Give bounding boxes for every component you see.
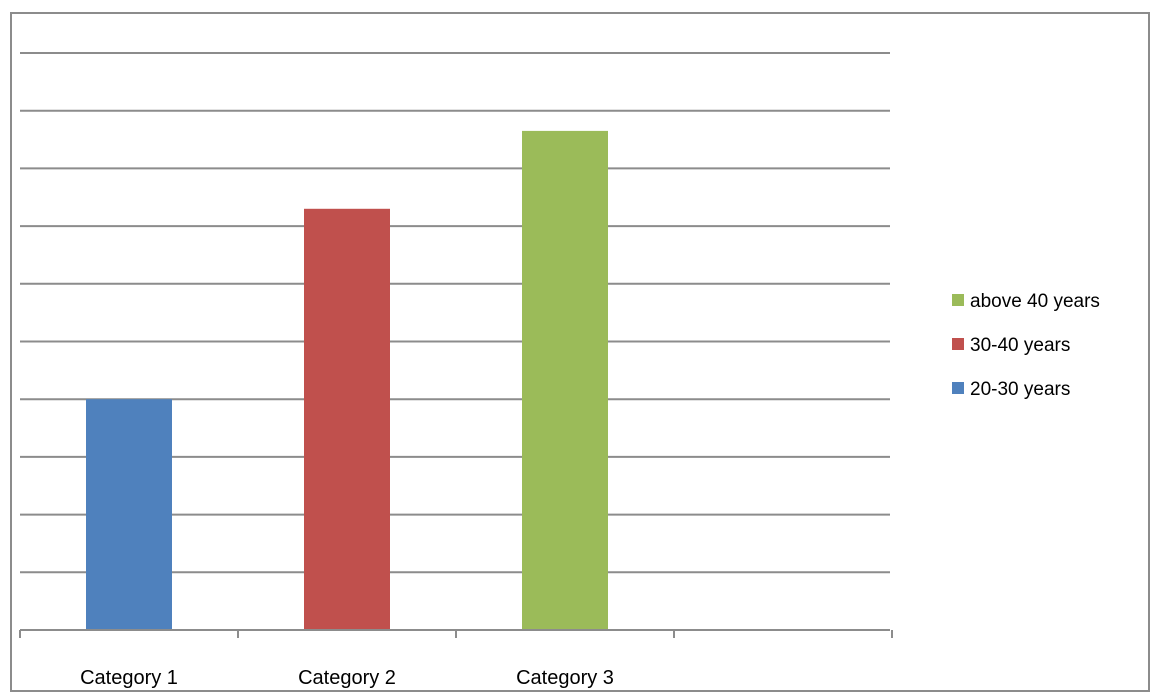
legend-label: 30-40 years	[970, 335, 1071, 356]
legend: above 40 years 30-40 years 20-30 years	[952, 292, 1100, 400]
legend-label: above 40 years	[970, 291, 1100, 312]
x-tick-label: Category 2	[298, 667, 396, 688]
x-tick-labels: Category 1 Category 2 Category 3	[80, 667, 614, 688]
bar-category-1	[86, 399, 172, 630]
legend-item: above 40 years	[952, 292, 1100, 312]
bar-category-2	[304, 208, 390, 631]
legend-swatch	[952, 382, 964, 394]
x-axis	[19, 629, 893, 638]
legend-label: 20-30 years	[970, 379, 1071, 400]
bars	[86, 130, 608, 631]
x-tick-label: Category 3	[516, 667, 614, 688]
legend-item: 20-30 years	[952, 380, 1100, 400]
legend-item: 30-40 years	[952, 336, 1100, 356]
bar-category-3	[522, 130, 608, 630]
legend-swatch	[952, 294, 964, 306]
x-tick-label: Category 1	[80, 667, 178, 688]
legend-swatch	[952, 338, 964, 350]
